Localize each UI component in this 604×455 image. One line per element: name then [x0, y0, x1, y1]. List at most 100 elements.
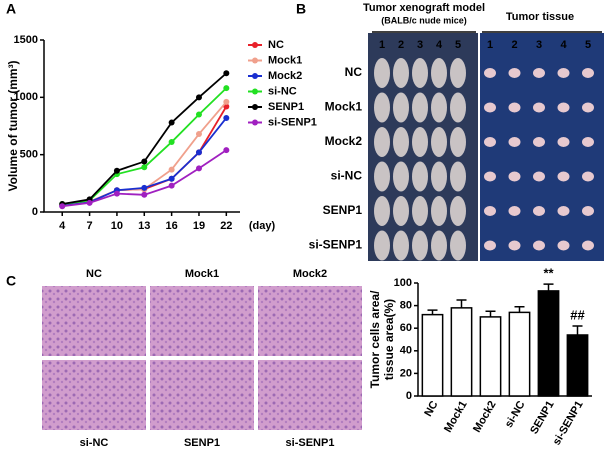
legend-label: SENP1 — [268, 101, 304, 113]
x-axis-label: (day) — [249, 220, 276, 232]
tumor — [533, 102, 545, 113]
legend-marker — [252, 73, 258, 79]
point — [168, 139, 175, 146]
point — [168, 166, 175, 173]
legend-label: Mock2 — [268, 70, 302, 82]
tumor — [557, 137, 570, 147]
image-label: NC — [86, 268, 102, 280]
y-tick-label: 60 — [400, 322, 412, 334]
tumor — [557, 206, 570, 216]
mouse — [393, 161, 409, 192]
panel-b-title: Tumor xenograft model — [363, 2, 485, 14]
column-label: 2 — [511, 39, 517, 51]
y-tick-label: 500 — [20, 149, 38, 161]
column-label: 5 — [455, 39, 461, 51]
bar — [479, 316, 502, 397]
mouse — [393, 127, 409, 157]
image-label: si-NC — [80, 437, 109, 449]
legend-label: si-NC — [268, 85, 297, 97]
legend-marker — [252, 88, 258, 95]
x-tick-label: NC — [422, 399, 440, 419]
point — [168, 119, 175, 126]
tumor — [484, 102, 496, 113]
mouse — [374, 196, 390, 226]
column-label: 2 — [398, 39, 404, 51]
tumor — [557, 171, 570, 182]
tumor — [508, 171, 521, 182]
y-tick-label: 80 — [400, 300, 412, 312]
image-label: si-SENP1 — [286, 437, 335, 449]
column-label: 3 — [417, 39, 423, 51]
line — [62, 72, 227, 205]
y-tick-label: 0 — [406, 390, 412, 402]
legend-label: Mock1 — [268, 54, 302, 66]
y-tick-label: 1000 — [14, 91, 38, 103]
error-bar — [543, 283, 554, 291]
column-label: 4 — [560, 39, 567, 51]
panel-b-title: Tumor tissue — [506, 11, 574, 23]
mouse — [431, 58, 447, 88]
legend-label: NC — [268, 39, 284, 51]
tumor — [508, 206, 521, 216]
point — [141, 158, 148, 165]
axis — [417, 283, 592, 397]
legend-marker — [252, 57, 258, 64]
error-bar — [514, 305, 525, 313]
annotation: ## — [570, 307, 585, 322]
tumor — [533, 240, 545, 251]
tumor — [508, 102, 521, 113]
tumor — [484, 137, 496, 147]
tumor — [533, 206, 545, 216]
tumor — [582, 137, 594, 147]
mouse — [431, 161, 447, 192]
mouse — [431, 196, 447, 226]
tumor — [484, 68, 496, 78]
point — [223, 147, 230, 154]
x-tick-label: 4 — [59, 220, 66, 232]
mouse — [412, 196, 428, 226]
y-axis-label: Volume of tumor (mm³) — [6, 60, 20, 191]
point — [195, 94, 202, 101]
point — [195, 131, 202, 138]
tumor — [508, 68, 521, 78]
tumor — [557, 68, 570, 78]
x-tick-label: Mock1 — [442, 399, 470, 435]
y-tick-label: 40 — [400, 345, 412, 357]
mouse — [393, 230, 409, 261]
mouse — [393, 92, 409, 123]
column-label: 3 — [536, 39, 542, 51]
mouse — [412, 58, 428, 88]
histology-image — [150, 286, 254, 356]
point — [223, 114, 230, 121]
point — [195, 111, 202, 118]
x-tick-label: 19 — [193, 220, 205, 232]
point — [223, 85, 230, 92]
mouse — [412, 161, 428, 192]
error-bar — [485, 310, 496, 317]
tumor — [508, 137, 521, 147]
mouse — [431, 92, 447, 123]
error-bar — [572, 325, 583, 335]
point — [223, 98, 230, 105]
x-tick-label: si-NC — [503, 399, 528, 430]
tissue-photo — [480, 33, 604, 261]
column-label: 1 — [379, 39, 385, 51]
image-label: Mock1 — [185, 268, 219, 280]
error-bar — [427, 309, 438, 315]
x-tick-label: 7 — [87, 220, 93, 232]
mouse — [412, 127, 428, 157]
mouse — [431, 127, 447, 157]
row-label: NC — [345, 65, 363, 79]
x-tick-label: si-SENP1 — [551, 399, 586, 447]
mouse — [412, 92, 428, 123]
histology-image — [42, 286, 146, 356]
x-tick-label: 22 — [220, 220, 232, 232]
bar — [421, 313, 444, 397]
bar — [566, 334, 589, 397]
column-label: 4 — [436, 39, 443, 51]
panel-b-subtitle: (BALB/c nude mice) — [381, 15, 467, 25]
tumor — [533, 137, 545, 147]
bar — [537, 290, 560, 397]
tumor — [557, 240, 570, 251]
histology-image — [150, 360, 254, 430]
